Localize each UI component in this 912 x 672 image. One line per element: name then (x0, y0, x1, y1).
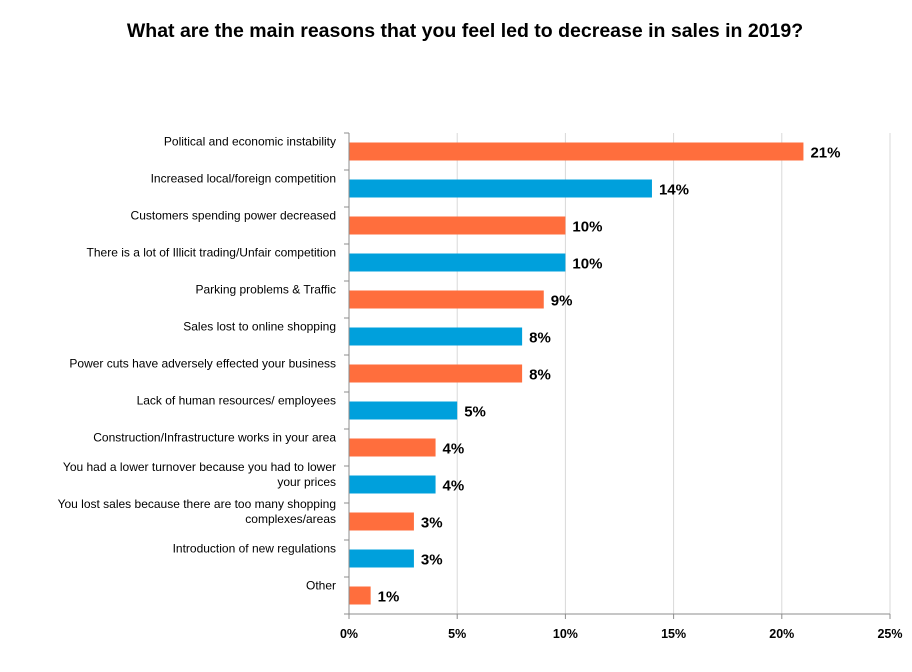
bar (349, 586, 371, 605)
bar (349, 290, 544, 309)
category-label-line: complexes/areas (245, 512, 336, 526)
bar (349, 512, 414, 531)
data-label: 21% (810, 145, 840, 162)
category-label: Customers spending power decreased (131, 209, 336, 223)
category-label-line: Construction/Infrastructure works in you… (93, 431, 336, 445)
category-label-line: Parking problems & Traffic (195, 283, 336, 297)
category-label-line: Customers spending power decreased (131, 209, 336, 223)
data-label: 9% (551, 293, 573, 310)
data-label: 10% (572, 219, 602, 236)
x-tick-label: 20% (769, 627, 794, 641)
data-label: 4% (443, 441, 465, 458)
x-tick-label: 5% (448, 627, 466, 641)
x-tick-label: 15% (661, 627, 686, 641)
category-label: Construction/Infrastructure works in you… (93, 431, 336, 445)
data-label: 10% (572, 256, 602, 273)
data-label: 8% (529, 330, 551, 347)
category-label: Power cuts have adversely effected your … (69, 357, 336, 371)
bar (349, 327, 523, 346)
category-label: There is a lot of Illicit trading/Unfair… (87, 246, 336, 260)
bars (349, 142, 804, 605)
category-label-line: your prices (277, 475, 336, 489)
category-label: Parking problems & Traffic (195, 283, 336, 297)
category-label-line: You had a lower turnover because you had… (63, 460, 336, 474)
tick-labels: 0% 5% 10% 15% 20% 25% (340, 627, 903, 641)
category-label-line: Power cuts have adversely effected your … (69, 357, 336, 371)
bar (349, 253, 566, 272)
data-label: 1% (378, 589, 400, 606)
bar (349, 438, 436, 457)
category-labels: Political and economic instability Increa… (58, 135, 337, 593)
data-label: 4% (443, 478, 465, 495)
bar (349, 475, 436, 494)
category-label-line: There is a lot of Illicit trading/Unfair… (87, 246, 336, 260)
category-label: Political and economic instability (164, 135, 336, 149)
data-label: 3% (421, 552, 443, 569)
category-label: You lost sales because there are too man… (58, 497, 336, 526)
axes (344, 132, 891, 619)
bar (349, 142, 804, 161)
data-label: 3% (421, 515, 443, 532)
category-label-line: Political and economic instability (164, 135, 336, 149)
category-label-line: You lost sales because there are too man… (58, 497, 336, 511)
bar (349, 401, 458, 420)
bar (349, 549, 414, 568)
category-label: Introduction of new regulations (173, 542, 336, 556)
category-label: Increased local/foreign competition (151, 172, 336, 186)
category-label: Other (306, 579, 336, 593)
category-label-line: Sales lost to online shopping (183, 320, 336, 334)
category-label: Sales lost to online shopping (183, 320, 336, 334)
bar (349, 364, 523, 383)
x-tick-label: 10% (553, 627, 578, 641)
category-label-line: Introduction of new regulations (173, 542, 336, 556)
chart-title: What are the main reasons that you feel … (126, 20, 804, 42)
category-label: You had a lower turnover because you had… (63, 460, 336, 489)
data-labels: 21% 14% 10% 10% 9% 8% 8% 5% 4% 4% 3% 3% 1% (378, 145, 841, 606)
bar (349, 179, 652, 198)
data-label: 5% (464, 404, 486, 421)
category-label: Lack of human resources/ employees (137, 394, 336, 408)
bar (349, 216, 566, 235)
category-label-line: Lack of human resources/ employees (137, 394, 336, 408)
category-label-line: Other (306, 579, 336, 593)
x-tick-label: 25% (877, 627, 902, 641)
data-label: 8% (529, 367, 551, 384)
category-label-line: Increased local/foreign competition (151, 172, 336, 186)
data-label: 14% (659, 182, 689, 199)
x-tick-label: 0% (340, 627, 358, 641)
